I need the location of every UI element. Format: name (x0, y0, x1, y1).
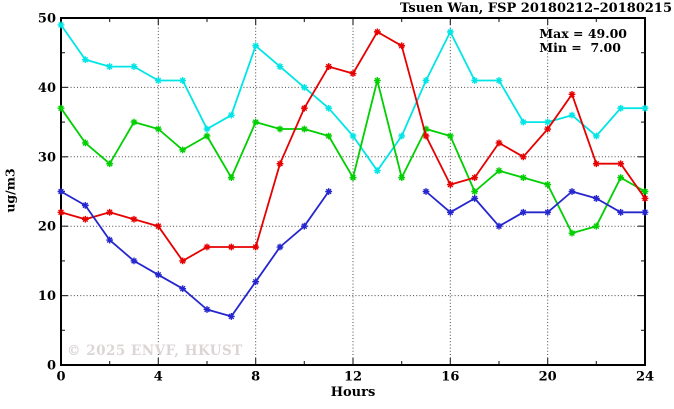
y-tick-label: 50 (38, 12, 56, 27)
y-tick-label: 0 (47, 359, 56, 374)
y-tick-label: 20 (38, 220, 56, 235)
series-4-blue-line (60, 190, 645, 318)
y-tick-label: 10 (38, 289, 56, 304)
series-2-green-markers (57, 77, 649, 237)
x-tick-label: 4 (154, 370, 163, 385)
x-tick-label: 12 (344, 370, 362, 385)
x-tick-label: 20 (539, 370, 557, 385)
watermark: © 2025 ENVF, HKUST (67, 343, 243, 359)
legend-max-label: Max = 49.00 (539, 26, 627, 41)
x-axis-label: Hours (330, 385, 376, 400)
x-tick-label: 24 (636, 370, 654, 385)
legend-min-label: Min = 7.00 (539, 39, 621, 55)
x-tick-label: 8 (251, 370, 260, 385)
series-1-cyan-markers (57, 21, 649, 175)
x-tick-label: 0 (56, 370, 65, 385)
legend-box: Max = 49.00 Min = 7.00 (539, 27, 627, 54)
chart-title: Tsuen Wan, FSP 20180212–20180215 (399, 1, 672, 16)
series-3-red-markers (57, 28, 649, 265)
y-tick-label: 40 (38, 81, 56, 96)
series-4-blue-markers (57, 188, 649, 320)
y-axis-label: ug/m3 (2, 168, 18, 213)
x-tick-label: 16 (441, 370, 459, 385)
y-tick-label: 30 (38, 150, 56, 165)
